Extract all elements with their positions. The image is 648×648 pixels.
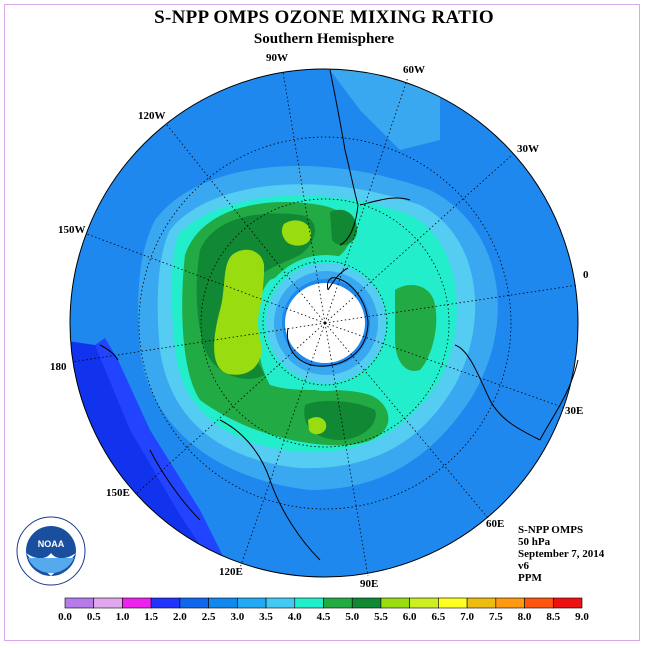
colorbar-tick-label: 0.0 (58, 611, 72, 623)
colorbar-tick-label: 1.5 (144, 611, 158, 623)
colorbar-bin (64, 597, 95, 609)
meridian-90e (324, 322, 369, 577)
map-boundary (69, 68, 579, 578)
colorbar-bin (122, 597, 152, 609)
meridian-30w (324, 154, 513, 324)
info-units: PPM (518, 572, 542, 584)
south-america-tip (359, 197, 411, 206)
colorbar-tick-label: 6.0 (403, 611, 417, 623)
colorbar: 0.0 0.5 1.0 1.5 2.0 2.5 3.0 3.5 4.0 4.5 5.0 5.5 6.0 6… (58, 597, 589, 623)
meridian-60w (324, 76, 409, 324)
info-date: September 7, 2014 (518, 548, 605, 560)
field-5-5ppm-max-north (281, 220, 312, 246)
ozone-field (70, 69, 578, 577)
meridian-90w (282, 71, 326, 324)
islands-coast (99, 344, 119, 361)
colorbar-bin (93, 597, 123, 609)
colorbar-bin (237, 597, 267, 609)
info-block: S-NPP OMPS 50 hPa September 7, 2014 v6 P… (518, 524, 604, 584)
colorbar-bin (409, 597, 439, 609)
lon-label-120e: 120E (219, 566, 243, 578)
lon-label-150e: 150E (106, 487, 130, 499)
lon-label-30e: 30E (565, 405, 583, 417)
colorbar-bin (438, 597, 468, 609)
colorbar-tick-label: 8.5 (546, 611, 560, 623)
field-3-0ppm-patch (330, 70, 440, 150)
info-version: v6 (518, 560, 529, 572)
colorbar-tick-label: 3.0 (230, 611, 244, 623)
colorbar-tick-label: 5.5 (374, 611, 388, 623)
colorbar-bin (150, 597, 181, 609)
figure-frame (4, 4, 640, 641)
colorbar-tick-label: 3.5 (259, 611, 273, 623)
colorbar-tick-label: 0.5 (87, 611, 101, 623)
lon-label-180: 180 (50, 361, 67, 373)
longitude-labels: 90W 60W 30W 0 30E 60E 90E 120E 150E 180 … (50, 52, 589, 590)
lon-label-90w: 90W (266, 52, 288, 64)
australia-coast (219, 419, 321, 561)
map-subtitle: Southern Hemisphere (253, 31, 395, 47)
lon-label-90e: 90E (360, 578, 378, 590)
colorbar-tick-label: 2.5 (202, 611, 216, 623)
colorbar-bin (208, 597, 238, 609)
colorbar-bin (466, 597, 497, 609)
field-4-5ppm-east (395, 285, 437, 371)
meridian-30e (324, 322, 566, 409)
latitude-circle-70s (262, 260, 388, 386)
info-level: 50 hPa (518, 536, 551, 548)
graticule (71, 71, 579, 577)
colorbar-bin (294, 597, 324, 609)
africa-coast (454, 344, 541, 441)
colorbar-tick-label: 4.0 (288, 611, 302, 623)
coastlines (99, 69, 579, 561)
colorbar-tick-label: 5.0 (345, 611, 359, 623)
info-instrument: S-NPP OMPS (518, 524, 584, 536)
lon-label-150w: 150W (58, 224, 86, 236)
colorbar-tick-label: 7.5 (489, 611, 503, 623)
colorbar-bin (179, 597, 209, 609)
field-5-5ppm-max-west (214, 249, 265, 375)
new-zealand-coast (149, 449, 201, 521)
colorbar-bin (265, 597, 296, 609)
antarctic-peninsula (327, 267, 349, 291)
lon-label-120w: 120W (138, 110, 166, 122)
meridian-120e (239, 322, 326, 569)
africa-east-coast (539, 359, 579, 441)
south-america-coast (329, 69, 359, 246)
field-2-0ppm (95, 338, 240, 577)
logo-text: NOAA (38, 539, 65, 549)
colorbar-tick-label: 9.0 (575, 611, 589, 623)
latitude-circle-30s (138, 136, 512, 510)
colorbar-tick-label: 1.0 (116, 611, 130, 623)
colorbar-bin (524, 597, 554, 609)
colorbar-bin (380, 597, 410, 609)
colorbar-bin (495, 597, 525, 609)
colorbar-tick-label: 6.5 (432, 611, 446, 623)
field-5-0ppm-north (330, 209, 358, 246)
lon-label-60w: 60W (403, 64, 425, 76)
field-5-5ppm-max-south (308, 417, 327, 435)
map-title: S-NPP OMPS OZONE MIXING RATIO (154, 7, 494, 28)
colorbar-tick-label: 7.0 (460, 611, 474, 623)
noaa-logo: NOAA (16, 516, 86, 586)
colorbar-tick-label: 4.5 (317, 611, 331, 623)
meridian-0 (324, 284, 579, 324)
colorbar-bin (351, 597, 382, 609)
lon-label-30w: 30W (517, 143, 539, 155)
lon-label-60e: 60E (486, 518, 504, 530)
logo-lower-half (28, 558, 74, 574)
colorbar-tick-label: 8.0 (518, 611, 532, 623)
latitude-circle-50s (200, 198, 450, 448)
colorbar-bin (323, 597, 353, 609)
colorbar-tick-label: 2.0 (173, 611, 187, 623)
meridian-180 (71, 322, 326, 363)
colorbar-bin (552, 597, 583, 609)
antarctica-coast (286, 277, 369, 367)
lon-label-0: 0 (583, 269, 589, 281)
